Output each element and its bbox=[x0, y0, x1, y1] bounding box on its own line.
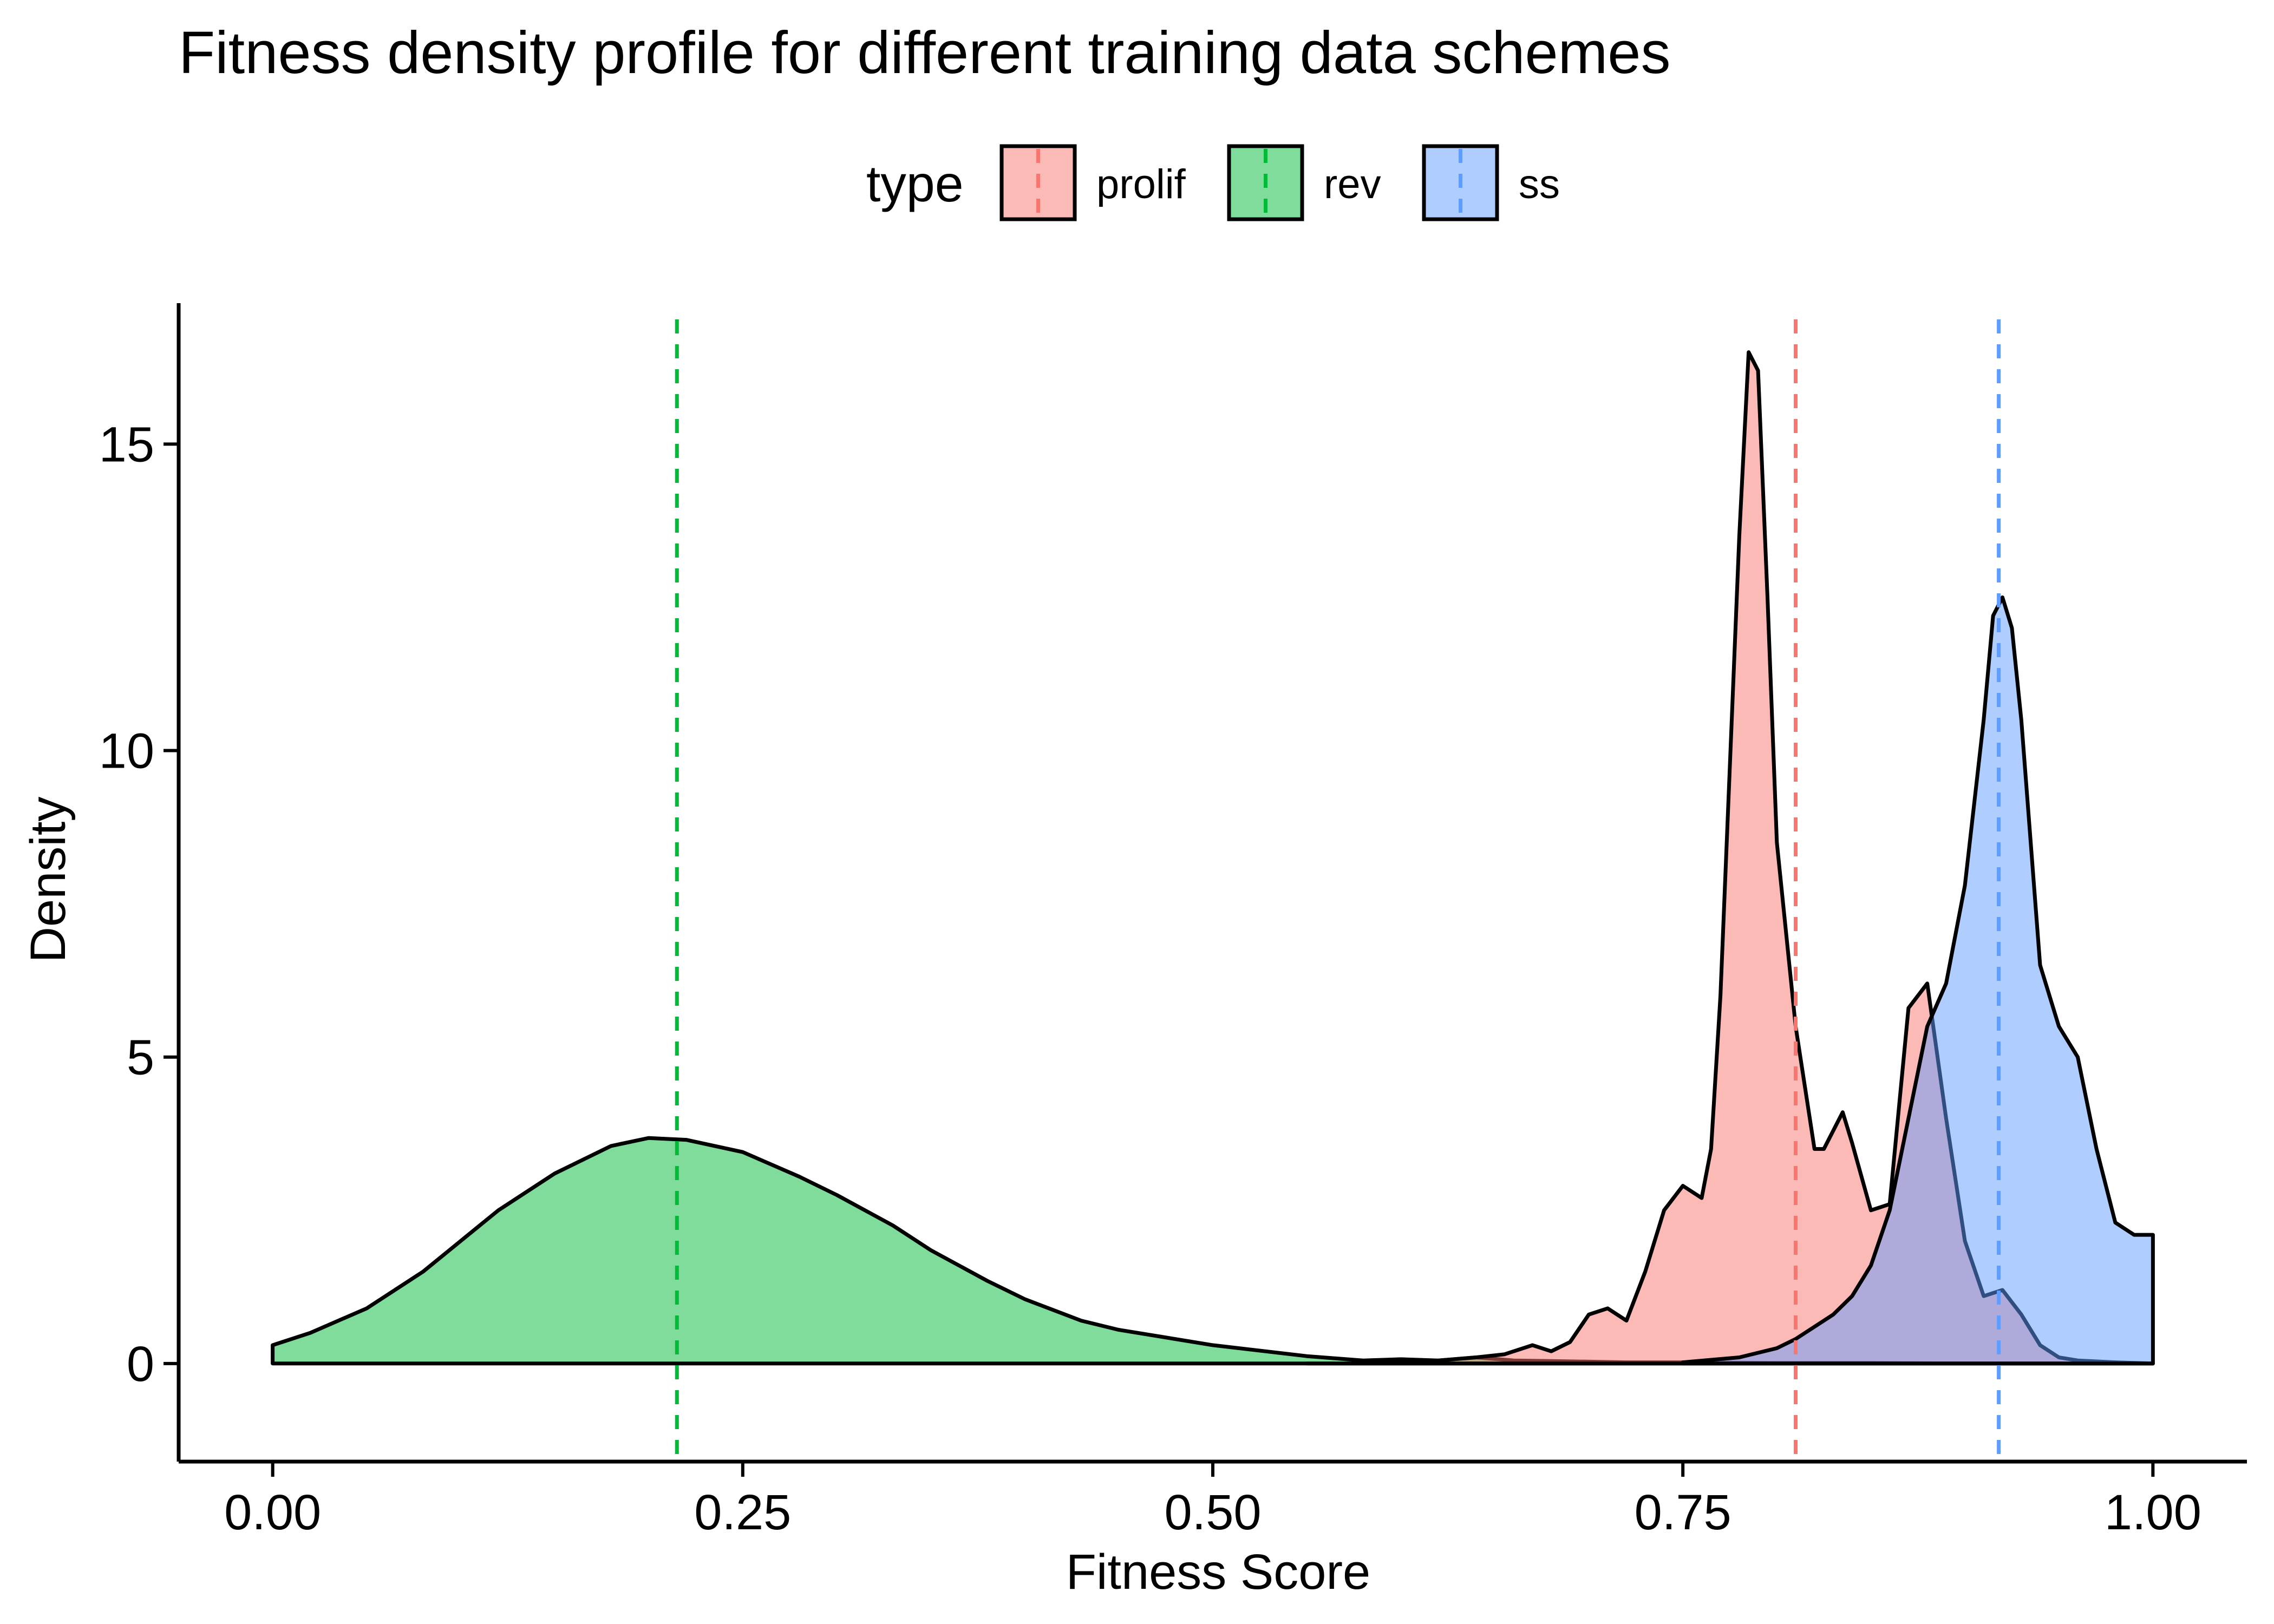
density-area-ss bbox=[1681, 595, 2155, 1366]
y-tick-label: 10 bbox=[99, 724, 154, 779]
x-axis-title: Fitness Score bbox=[1066, 1544, 1370, 1600]
legend-label-prolif: prolif bbox=[1096, 161, 1186, 207]
legend: type prolif rev ss bbox=[866, 144, 1560, 221]
y-tick-label: 0 bbox=[127, 1337, 154, 1392]
y-tick-label: 5 bbox=[127, 1030, 154, 1085]
axes: 0.00 0.25 0.50 0.75 1.00 0 5 10 15 bbox=[99, 303, 2247, 1540]
x-tick-label: 0.25 bbox=[694, 1485, 791, 1540]
x-tick-label: 1.00 bbox=[2105, 1485, 2201, 1540]
x-tick-label: 0.75 bbox=[1635, 1485, 1731, 1540]
x-tick-label: 0.50 bbox=[1164, 1485, 1261, 1540]
legend-label-rev: rev bbox=[1324, 161, 1381, 207]
x-tick-label: 0.00 bbox=[224, 1485, 321, 1540]
legend-title: type bbox=[866, 155, 964, 213]
y-tick-label: 15 bbox=[99, 417, 154, 472]
chart-title: Fitness density profile for different tr… bbox=[179, 19, 1670, 86]
plot-area bbox=[271, 319, 2155, 1462]
legend-label-ss: ss bbox=[1519, 161, 1560, 207]
y-axis-title: Density bbox=[21, 797, 76, 963]
